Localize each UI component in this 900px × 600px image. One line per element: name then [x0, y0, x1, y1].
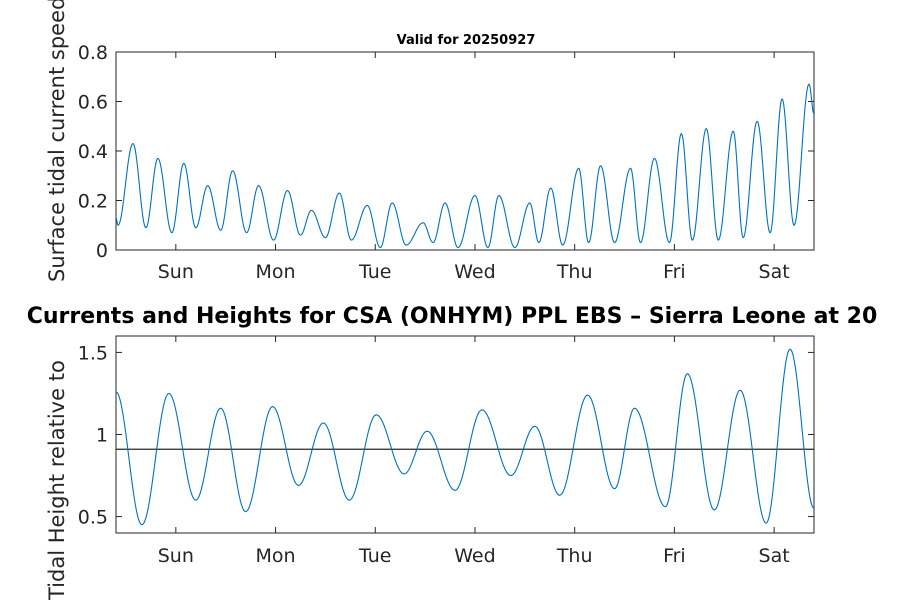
top-x-tick-label: Tue [358, 261, 391, 283]
top-y-tick-label: 0.4 [78, 141, 108, 163]
top-y-axis-label: Surface tidal current speed, kn [45, 0, 69, 282]
top-x-tick-label: Fri [663, 261, 686, 283]
top-x-tick-label: Sat [759, 261, 790, 283]
bottom-x-tick-label: Fri [663, 545, 686, 567]
tidal-height-series-line [115, 348, 815, 526]
bottom-y-axis-label: Tidal Height relative to [45, 360, 69, 600]
top-y-tick-label: 0 [96, 240, 108, 262]
top-x-tick-label: Sun [158, 261, 194, 283]
top-chart-title: Valid for 20250927 [397, 33, 536, 48]
top-y-tick-label: 0.2 [78, 191, 108, 213]
bottom-plot-area [115, 335, 815, 534]
bottom-y-tick-label: 1 [96, 425, 108, 447]
bottom-x-tick-label: Sun [158, 545, 194, 567]
current-speed-series-line [115, 83, 815, 249]
bottom-x-tick-label: Mon [256, 545, 296, 567]
top-y-tick-label: 0.8 [78, 42, 108, 64]
bottom-x-tick-label: Tue [358, 545, 391, 567]
bottom-x-ticks: Sun Mon Tue Wed Thu Fri Sat [158, 336, 790, 567]
top-y-ticks: 0 0.2 0.4 0.6 0.8 [78, 42, 814, 262]
top-x-tick-label: Thu [556, 261, 593, 283]
top-plot-area [115, 51, 815, 251]
bottom-y-ticks: 0.5 1 1.5 [78, 342, 814, 529]
main-chart-title: Currents and Heights for CSA (ONHYM) PPL… [27, 304, 878, 329]
bottom-y-tick-label: 1.5 [78, 342, 108, 364]
top-x-tick-label: Mon [256, 261, 296, 283]
bottom-x-tick-label: Thu [556, 545, 593, 567]
top-y-tick-label: 0.6 [78, 92, 108, 114]
bottom-x-tick-label: Sat [759, 545, 790, 567]
current-speed-chart: Valid for 20250927 0 0.2 0.4 0.6 0.8 Sun Mon T… [45, 0, 815, 283]
bottom-y-tick-label: 0.5 [78, 507, 108, 529]
top-x-ticks: Sun Mon Tue Wed Thu Fri Sat [158, 52, 790, 283]
bottom-x-tick-label: Wed [454, 545, 495, 567]
tidal-height-chart: 0.5 1 1.5 Sun Mon Tue Wed Thu Fri Sat Tidal Heig… [45, 335, 815, 600]
top-x-tick-label: Wed [454, 261, 495, 283]
